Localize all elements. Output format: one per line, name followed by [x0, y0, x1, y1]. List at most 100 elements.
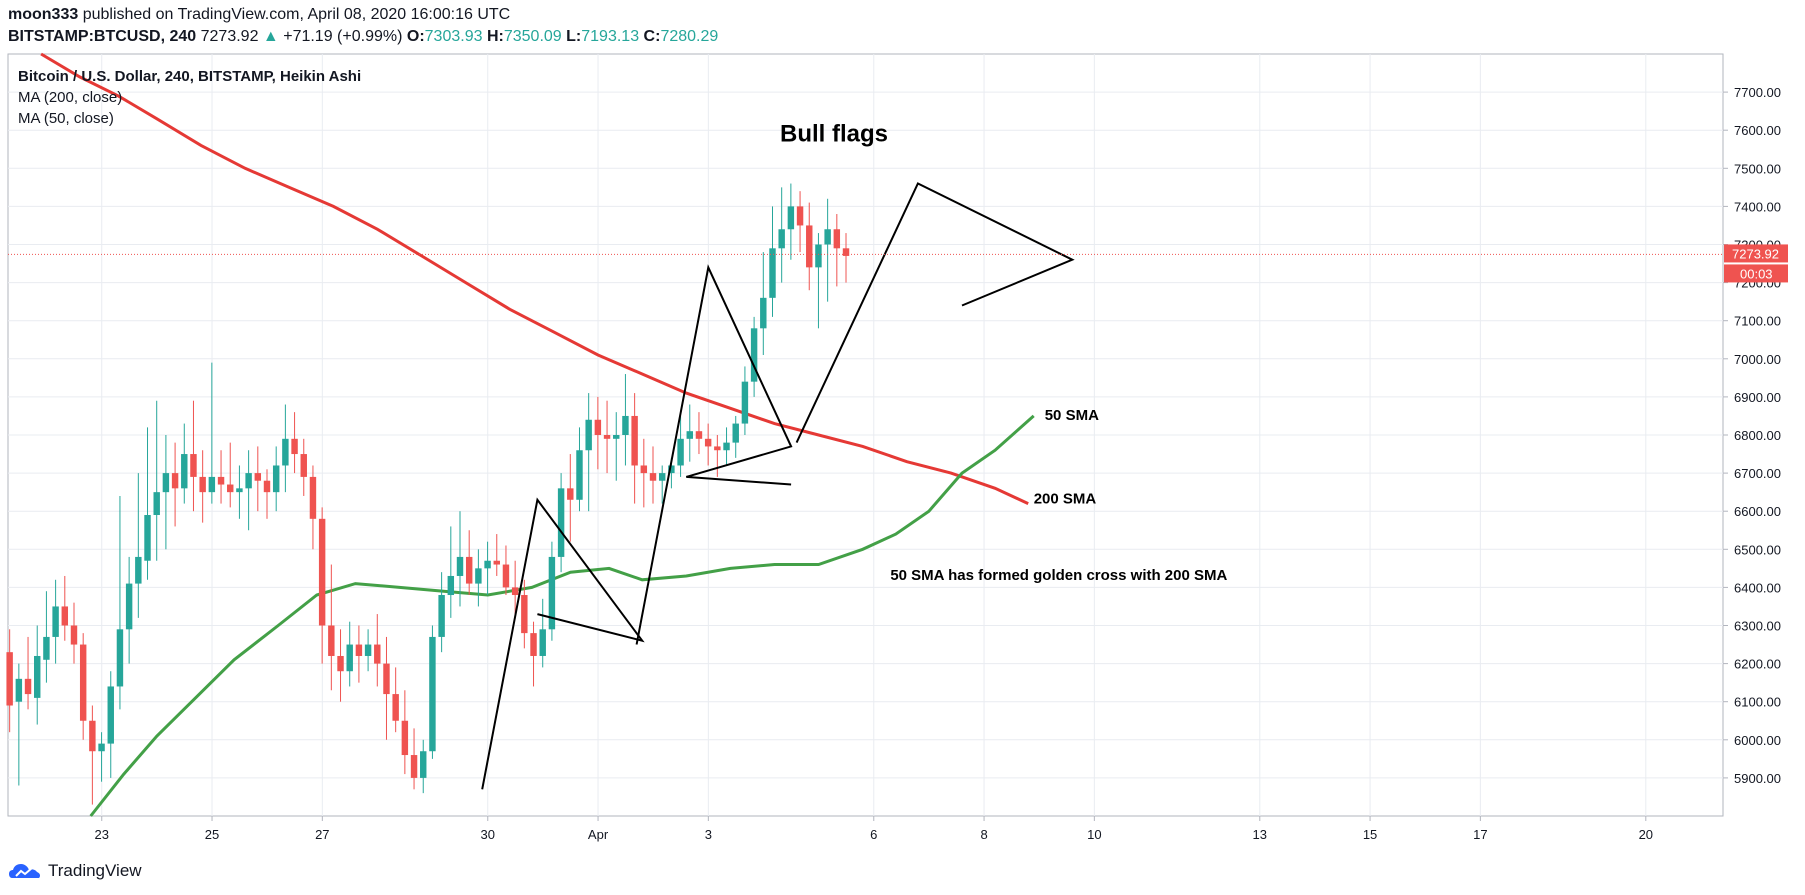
candle[interactable]: [52, 579, 59, 664]
candle-body[interactable]: [732, 423, 739, 443]
candle[interactable]: [300, 438, 307, 496]
candle-body[interactable]: [300, 454, 307, 477]
candle[interactable]: [695, 412, 703, 455]
candle[interactable]: [227, 442, 234, 508]
candle[interactable]: [429, 625, 436, 759]
candle[interactable]: [567, 454, 574, 542]
candle[interactable]: [263, 469, 271, 519]
candle-body[interactable]: [686, 431, 693, 439]
candle-body[interactable]: [116, 629, 124, 687]
candle-body[interactable]: [484, 560, 491, 569]
candle[interactable]: [585, 393, 592, 512]
candle-body[interactable]: [778, 229, 785, 249]
candle-body[interactable]: [272, 465, 280, 493]
candle-body[interactable]: [171, 473, 179, 489]
candle[interactable]: [530, 621, 537, 687]
candle[interactable]: [465, 530, 473, 596]
candle-body[interactable]: [842, 248, 850, 256]
candle-body[interactable]: [456, 556, 464, 576]
candle-body[interactable]: [245, 473, 252, 489]
candle-body[interactable]: [337, 655, 344, 672]
candle-body[interactable]: [401, 720, 409, 756]
candle-body[interactable]: [769, 248, 776, 298]
candle-body[interactable]: [695, 431, 703, 439]
candle-body[interactable]: [796, 206, 804, 226]
candle[interactable]: [484, 541, 491, 596]
candle-body[interactable]: [227, 484, 234, 493]
candle[interactable]: [741, 366, 749, 435]
candle-body[interactable]: [677, 438, 684, 466]
candle[interactable]: [723, 427, 730, 466]
candle-body[interactable]: [585, 419, 592, 451]
candle[interactable]: [622, 374, 629, 466]
candle[interactable]: [337, 629, 344, 702]
candle[interactable]: [613, 412, 620, 481]
last-price-badge[interactable]: [1724, 244, 1788, 263]
candle-body[interactable]: [263, 480, 271, 493]
candle-body[interactable]: [567, 488, 574, 500]
candle-body[interactable]: [704, 438, 712, 447]
candle-body[interactable]: [364, 644, 372, 656]
candle[interactable]: [318, 507, 326, 664]
candle-body[interactable]: [447, 575, 455, 596]
candle-body[interactable]: [355, 644, 363, 656]
candle-body[interactable]: [328, 625, 335, 656]
candle-body[interactable]: [89, 720, 96, 752]
candle-body[interactable]: [6, 652, 13, 706]
candle-body[interactable]: [410, 755, 418, 778]
candle-body[interactable]: [649, 473, 657, 481]
candle[interactable]: [438, 572, 445, 653]
candle[interactable]: [392, 667, 399, 733]
candle[interactable]: [806, 202, 813, 291]
candle-body[interactable]: [374, 644, 381, 664]
tradingview-brand[interactable]: TradingView: [48, 861, 142, 880]
candle[interactable]: [374, 614, 381, 687]
candle-body[interactable]: [603, 435, 611, 439]
candle[interactable]: [658, 465, 666, 504]
candle-body[interactable]: [530, 633, 537, 656]
candle-body[interactable]: [190, 454, 197, 477]
candle-body[interactable]: [153, 492, 160, 516]
candle[interactable]: [116, 495, 124, 710]
candle[interactable]: [364, 629, 372, 672]
candle-body[interactable]: [741, 381, 749, 424]
legend-ma50[interactable]: MA (50, close): [18, 110, 114, 127]
candle[interactable]: [631, 393, 638, 504]
candle[interactable]: [6, 629, 13, 733]
candle[interactable]: [291, 412, 298, 474]
candle[interactable]: [43, 591, 50, 683]
candle[interactable]: [61, 575, 69, 641]
candle[interactable]: [521, 579, 528, 649]
candle-body[interactable]: [70, 625, 78, 645]
candle[interactable]: [410, 728, 418, 790]
candle[interactable]: [493, 534, 500, 576]
candle-body[interactable]: [815, 244, 822, 268]
candle-body[interactable]: [594, 419, 602, 435]
candle[interactable]: [181, 423, 188, 504]
candle[interactable]: [548, 541, 556, 641]
candle[interactable]: [34, 625, 41, 725]
candle-body[interactable]: [420, 751, 427, 778]
candle[interactable]: [539, 598, 546, 668]
candle-body[interactable]: [217, 476, 225, 485]
candle-body[interactable]: [392, 694, 399, 721]
candle[interactable]: [576, 427, 583, 512]
candle[interactable]: [245, 450, 252, 531]
candle[interactable]: [107, 671, 114, 778]
candle-body[interactable]: [824, 229, 831, 245]
candle-body[interactable]: [291, 438, 298, 455]
candle[interactable]: [815, 233, 822, 329]
candle[interactable]: [787, 183, 795, 260]
candles-layer[interactable]: [6, 183, 850, 805]
candle-body[interactable]: [787, 206, 795, 230]
candle[interactable]: [282, 404, 289, 493]
candle[interactable]: [677, 415, 684, 477]
candle[interactable]: [796, 191, 804, 253]
candle[interactable]: [447, 526, 455, 618]
candle-body[interactable]: [723, 442, 730, 451]
candle[interactable]: [649, 446, 657, 504]
candle-body[interactable]: [236, 488, 243, 493]
candle-body[interactable]: [760, 297, 767, 329]
candle[interactable]: [346, 621, 353, 687]
candle-body[interactable]: [658, 473, 666, 481]
